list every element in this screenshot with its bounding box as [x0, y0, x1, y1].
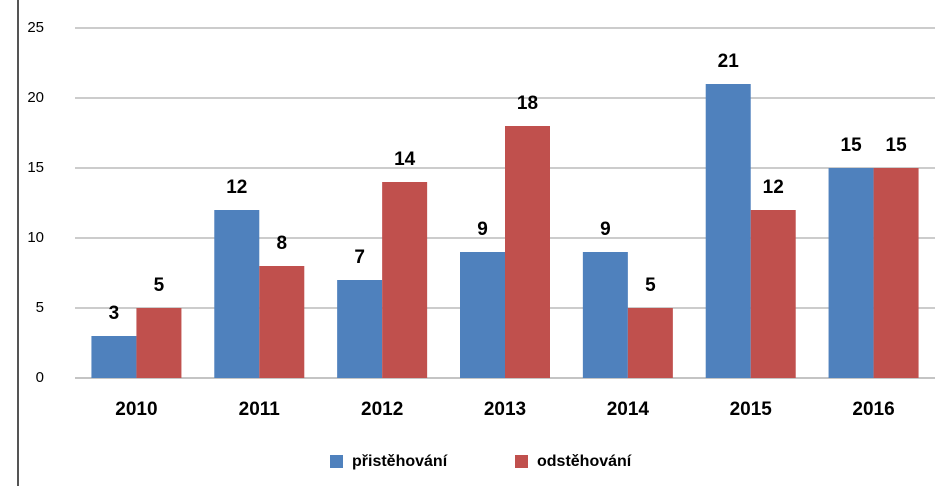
bar — [828, 168, 874, 378]
x-tick-label: 2015 — [730, 399, 773, 420]
legend-label: odstěhování — [537, 453, 632, 470]
x-tick-label: 2014 — [607, 399, 650, 420]
value-label: 12 — [226, 177, 247, 198]
bar — [460, 252, 505, 378]
bar — [627, 308, 673, 378]
bar — [750, 210, 796, 378]
value-label: 9 — [600, 219, 611, 240]
x-tick-label: 2016 — [852, 399, 894, 420]
x-tick-label: 2011 — [239, 399, 281, 420]
y-tick-label: 5 — [36, 299, 44, 316]
legend-swatch — [515, 455, 528, 468]
value-label: 5 — [154, 275, 165, 296]
x-tick-label: 2013 — [484, 399, 526, 420]
value-label: 9 — [477, 219, 488, 240]
value-label: 12 — [763, 177, 784, 198]
value-label: 15 — [841, 135, 863, 156]
value-label: 14 — [394, 149, 416, 170]
legend-swatch — [330, 455, 343, 468]
value-label: 21 — [718, 51, 740, 72]
bar — [582, 252, 628, 378]
bar — [259, 266, 305, 378]
value-label: 8 — [276, 233, 287, 254]
y-tick-label: 15 — [27, 159, 44, 176]
bar — [382, 182, 428, 378]
y-tick-label: 20 — [27, 89, 44, 106]
bar — [136, 308, 182, 378]
bar — [505, 126, 550, 378]
bar — [705, 84, 751, 378]
value-label: 18 — [517, 93, 538, 114]
value-label: 15 — [886, 135, 908, 156]
bar — [214, 210, 260, 378]
y-tick-label: 10 — [27, 229, 44, 246]
value-label: 7 — [354, 247, 365, 268]
bar — [873, 168, 919, 378]
y-tick-label: 25 — [27, 19, 44, 36]
legend-label: přistěhování — [352, 453, 448, 470]
bar — [91, 336, 137, 378]
value-label: 5 — [645, 275, 656, 296]
y-tick-label: 0 — [36, 369, 44, 386]
bar — [337, 280, 383, 378]
x-tick-label: 2010 — [115, 399, 157, 420]
x-tick-label: 2012 — [361, 399, 403, 420]
value-label: 3 — [109, 303, 120, 324]
